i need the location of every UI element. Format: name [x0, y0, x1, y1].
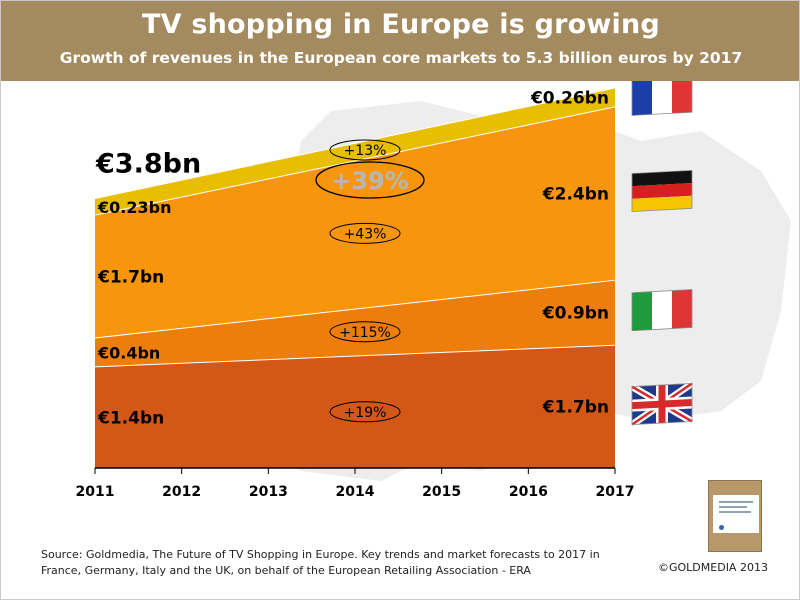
area-italy [95, 280, 615, 367]
growth-oval [329, 321, 401, 343]
growth-oval [329, 222, 401, 244]
series-end-label: €0.26bn [530, 88, 609, 108]
x-tick-label: 2016 [509, 484, 548, 500]
area-germany [95, 106, 615, 338]
series-start-label: €0.4bn [97, 343, 160, 362]
growth-oval [329, 139, 401, 161]
area-boundary [94, 344, 616, 368]
page-subtitle: Growth of revenues in the European core … [59, 49, 743, 67]
growth-oval [329, 401, 401, 423]
france-flag-icon [631, 81, 693, 116]
source-note: Source: Goldmedia, The Future of TV Shop… [41, 548, 600, 577]
area-boundary [94, 87, 616, 200]
revenue-chart: 2011 2012 2013 2014 2015 2016 2017 €1.4bn €1.7bn… [76, 81, 791, 500]
growth-label: +43% [344, 226, 387, 242]
germany-flag-icon [631, 169, 693, 212]
page-title: TV shopping in Europe is growing [142, 9, 660, 40]
series-start-label: €0.23bn [97, 198, 171, 217]
area-boundary [94, 106, 616, 216]
series-end-label: €1.7bn [542, 398, 609, 418]
italy-flag-icon [631, 289, 693, 332]
report-cover-icon [708, 480, 762, 552]
total-start-label: €3.8bn [95, 149, 201, 180]
growth-label: +13% [344, 143, 387, 159]
x-tick-label: 2012 [162, 484, 201, 500]
total-growth-oval [315, 161, 425, 199]
x-tick-label: 2011 [76, 484, 115, 500]
uk-flag-icon [630, 380, 694, 428]
area-france [95, 88, 615, 216]
x-tick-label: 2015 [422, 484, 461, 500]
area-boundary [94, 279, 616, 339]
header-banner: TV shopping in Europe is growing Growth … [1, 1, 799, 81]
series-start-label: €1.7bn [97, 268, 164, 288]
growth-label: +19% [344, 405, 387, 421]
x-tick-label: 2014 [336, 484, 375, 500]
area-uk [95, 345, 615, 468]
copyright-note: ©GOLDMEDIA 2013 [658, 561, 768, 574]
growth-label: +115% [339, 325, 391, 341]
series-start-label: €1.4bn [97, 408, 164, 428]
x-tick-label: 2017 [596, 484, 635, 500]
series-end-label: €0.9bn [542, 304, 609, 324]
x-tick-label: 2013 [249, 484, 288, 500]
total-growth-label: +39% [331, 167, 409, 195]
series-end-label: €2.4bn [542, 185, 609, 205]
